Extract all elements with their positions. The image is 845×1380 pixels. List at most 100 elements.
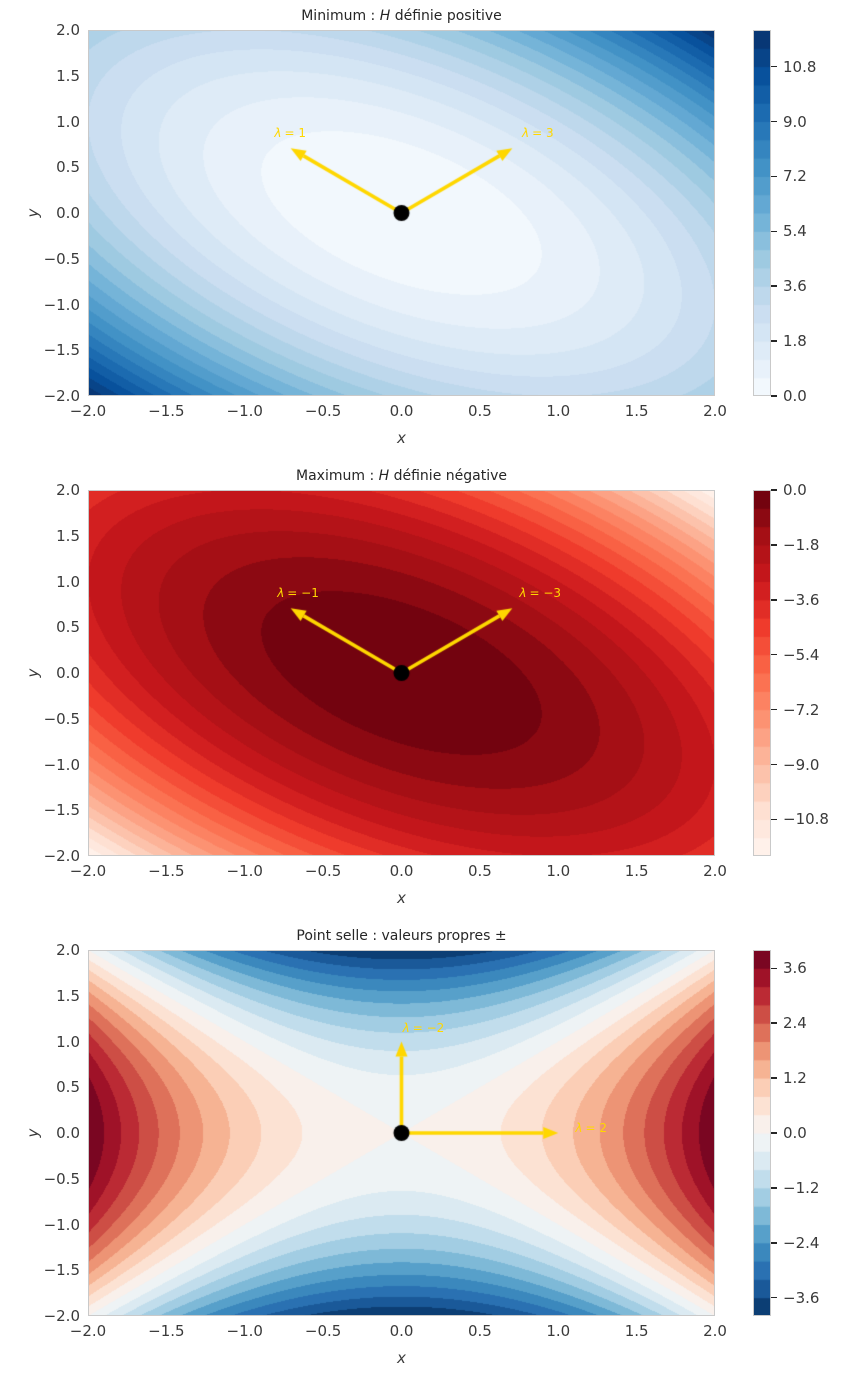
x-tick-label: −2.0 — [69, 402, 107, 420]
plot1-title-pre: Minimum : — [301, 8, 380, 24]
x-tick-label: −1.5 — [148, 862, 185, 880]
colorbar-tick-mark — [771, 653, 777, 656]
lambda-symbol: λ — [402, 1020, 410, 1035]
x-tick-label: 1.5 — [624, 862, 649, 880]
y-tick-label: −2.0 — [43, 1307, 80, 1325]
x-tick-label: 0.0 — [389, 1322, 414, 1340]
contour-plot-canvas-1 — [88, 30, 715, 396]
colorbar-tick-mark — [771, 395, 777, 397]
eigenvalue-label: λ = −3 — [519, 586, 561, 600]
colorbar-tick-mark — [771, 1022, 777, 1024]
colorbar-tick-label: 5.4 — [783, 222, 807, 241]
colorbar-tick-mark — [771, 340, 777, 342]
colorbar-tick-mark — [771, 1077, 777, 1079]
colorbar-tick-label: −10.8 — [783, 810, 829, 829]
y-tick-label: 0.5 — [56, 158, 80, 177]
colorbar-tick-label: 7.2 — [783, 167, 807, 186]
x-tick-label: −1.5 — [148, 402, 185, 420]
x-tick-label: −2.0 — [69, 1322, 107, 1340]
eigenvalue-label: λ = 3 — [522, 126, 554, 140]
x-tick-label: 0.0 — [389, 402, 414, 420]
plot3-title: Point selle : valeurs propres ± — [88, 927, 715, 945]
colorbar-tick-label: 10.8 — [783, 57, 817, 76]
eigenvalue-value: = −3 — [529, 586, 562, 601]
plot3-title-pre: Point selle : valeurs propres ± — [296, 928, 507, 944]
x-tick-label: 1.0 — [546, 862, 571, 880]
y-tick-label: 0.0 — [56, 664, 80, 682]
x-tick-label: 2.0 — [703, 862, 727, 880]
x-tick-label: 1.0 — [546, 402, 571, 420]
colorbar-tick-mark — [771, 818, 777, 821]
y-tick-label: 1.0 — [56, 112, 80, 131]
y-tick-label: 2.0 — [56, 941, 80, 959]
y-tick-label: 0.0 — [56, 204, 80, 222]
colorbar-tick-label: 0.0 — [783, 481, 807, 499]
eigenvalue-label: λ = 1 — [274, 126, 306, 140]
colorbar-tick-label: 3.6 — [783, 959, 807, 978]
lambda-symbol: λ — [274, 126, 282, 141]
colorbar-tick-label: −9.0 — [783, 755, 820, 774]
x-tick-label: −1.5 — [148, 1322, 185, 1340]
y-tick-label: 1.5 — [56, 986, 80, 1005]
eigenvalue-label: λ = −2 — [403, 1021, 445, 1035]
x-tick-label: −1.0 — [226, 862, 263, 880]
y-tick-label: −0.5 — [43, 249, 80, 268]
colorbar-tick-mark — [771, 1132, 777, 1134]
plot2-title-post: définie négative — [389, 468, 507, 484]
lambda-symbol: λ — [575, 1121, 583, 1136]
colorbar-tick-label: 1.8 — [783, 332, 807, 351]
colorbar-canvas-3 — [753, 950, 771, 1316]
colorbar-tick-label: 2.4 — [783, 1014, 807, 1033]
plot1-title: Minimum : H définie positive — [88, 7, 715, 25]
y-tick-label: 0.0 — [56, 1124, 80, 1142]
x-tick-label: 1.5 — [624, 402, 649, 420]
x-tick-label: 1.0 — [546, 1322, 571, 1340]
colorbar-tick-mark — [771, 1242, 777, 1244]
colorbar-tick-label: −3.6 — [783, 1288, 820, 1307]
colorbar-tick-mark — [771, 544, 777, 546]
x-tick-label: −0.5 — [304, 1322, 342, 1340]
y-tick-label: −1.0 — [43, 295, 80, 314]
y-tick-label: −1.5 — [43, 801, 80, 820]
y-tick-label: −1.0 — [43, 755, 80, 774]
y-tick-label: −0.5 — [43, 709, 80, 728]
plot1-title-post: définie positive — [390, 8, 502, 24]
colorbar-tick-mark — [771, 763, 777, 766]
eigenvalue-value: = −2 — [412, 1020, 445, 1035]
colorbar-tick-label: 3.6 — [783, 277, 807, 296]
y-tick-label: 0.5 — [56, 618, 80, 637]
plot2-title: Maximum : H définie négative — [88, 467, 715, 485]
colorbar-tick-label: 9.0 — [783, 112, 807, 131]
plot2-title-pre: Maximum : — [296, 468, 379, 484]
colorbar-tick-mark — [771, 1296, 777, 1299]
colorbar-tick-mark — [771, 599, 777, 601]
colorbar-tick-mark — [771, 120, 777, 123]
eigenvalue-label: λ = −1 — [277, 586, 319, 600]
colorbar-tick-mark — [771, 285, 777, 287]
colorbar-tick-label: 1.2 — [783, 1069, 807, 1088]
y-tick-label: 1.0 — [56, 1032, 80, 1051]
colorbar-tick-label: −5.4 — [783, 645, 820, 664]
eigenvalue-label: λ = 2 — [575, 1121, 607, 1135]
colorbar-tick-mark — [771, 175, 777, 178]
y-tick-label: −0.5 — [43, 1169, 80, 1188]
eigenvalue-value: = −1 — [287, 586, 319, 601]
y-tick-label: 1.5 — [56, 66, 80, 85]
plot2-title-em: H — [378, 468, 390, 484]
eigenvalue-value: = 3 — [532, 126, 554, 141]
colorbar-tick-label: −3.6 — [783, 590, 820, 609]
plot2-x-axis-label: x — [397, 889, 406, 907]
y-tick-label: 1.5 — [56, 526, 80, 545]
colorbar-tick-label: −2.4 — [783, 1233, 820, 1252]
y-tick-label: −1.0 — [43, 1215, 80, 1234]
x-tick-label: −0.5 — [304, 862, 342, 880]
x-tick-label: 1.5 — [624, 1322, 649, 1340]
contour-plot-canvas-3 — [88, 950, 715, 1316]
y-tick-label: −1.5 — [43, 341, 80, 360]
x-tick-label: 2.0 — [703, 1322, 727, 1340]
contour-plot-canvas-2 — [88, 490, 715, 856]
x-tick-label: 2.0 — [703, 402, 727, 420]
plot1-title-em: H — [379, 8, 391, 24]
colorbar-tick-mark — [771, 708, 777, 711]
